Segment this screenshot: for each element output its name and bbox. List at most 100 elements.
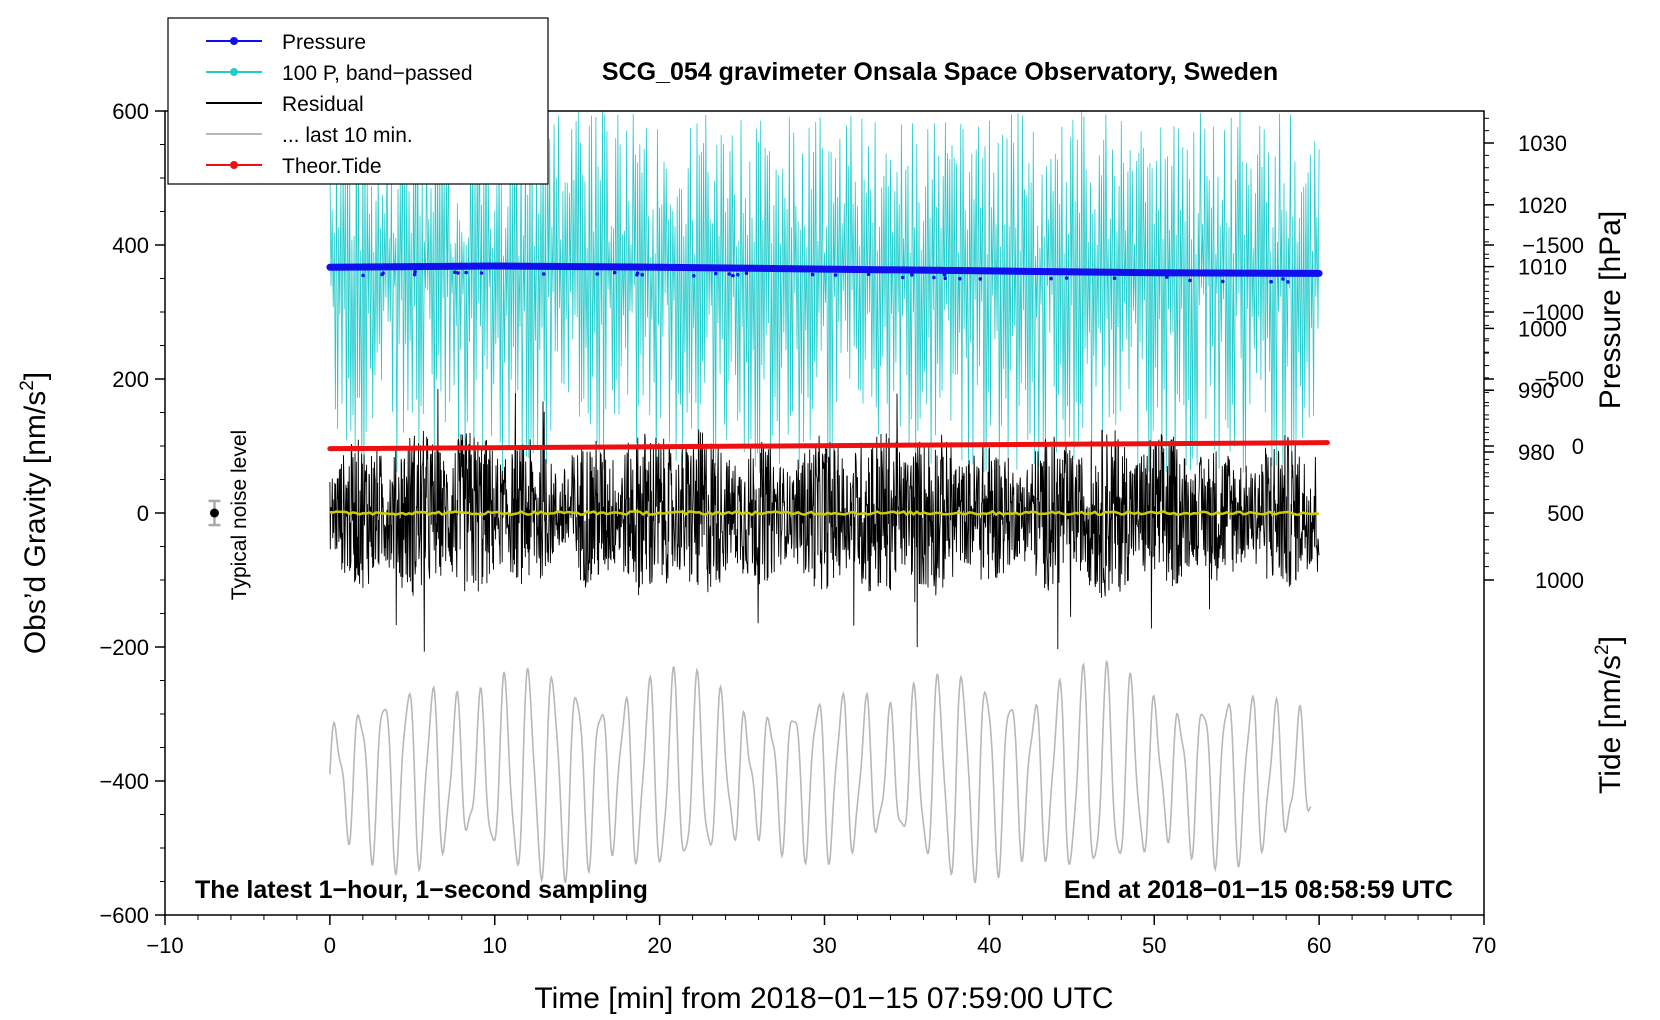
pressure-point <box>866 272 871 277</box>
pressure-point <box>932 275 936 280</box>
legend-item: Pressure <box>206 31 366 54</box>
pressure-point <box>713 271 718 276</box>
legend-item: 100 P, band−passed <box>206 62 473 85</box>
tide-tick-label: 500 <box>1547 501 1584 526</box>
pressure-tick-label: 1030 <box>1518 131 1567 156</box>
annotation-latest-hour: The latest 1−hour, 1−second sampling <box>195 876 648 904</box>
y-tick-label: −200 <box>99 635 149 660</box>
pressure-point <box>731 273 735 278</box>
pressure-axis-label: Pressure [hPa] <box>1594 211 1627 409</box>
series-pressure-line <box>326 262 1323 277</box>
x-tick-label: 30 <box>812 933 836 958</box>
y-tick-label: 200 <box>112 367 149 392</box>
pressure-point <box>1064 276 1069 280</box>
y-tick-label: 600 <box>112 99 149 124</box>
noise-bar-point <box>209 508 219 518</box>
pressure-point <box>978 277 983 281</box>
y-tick-label: −600 <box>99 903 149 928</box>
x-tick-label: 10 <box>483 933 507 958</box>
legend-label: Residual <box>282 93 364 116</box>
tide-tick-label: 1000 <box>1535 568 1584 593</box>
pressure-tick-label: 1000 <box>1518 316 1567 341</box>
pressure-tick-label: 990 <box>1518 378 1555 403</box>
pressure-point <box>612 270 617 275</box>
legend-box <box>167 17 549 185</box>
pressure-point <box>910 273 914 277</box>
pressure-point <box>361 273 365 278</box>
x-tick-label: 0 <box>324 933 336 958</box>
chart-title: SCG_054 gravimeter Onsala Space Observat… <box>602 58 1278 86</box>
x-tick-label: 20 <box>647 933 671 958</box>
y-axis-label: Obs’d Gravity [nm/s2] <box>17 372 52 654</box>
legend-item: Theor.Tide <box>206 155 382 178</box>
tide-tick-label: −500 <box>1534 367 1584 392</box>
legend-marker <box>230 37 238 45</box>
pressure-point <box>1281 277 1285 281</box>
pressure-tick-label: 1010 <box>1518 255 1567 280</box>
pressure-point <box>1049 276 1053 281</box>
pressure-point <box>692 274 696 278</box>
pressure-point <box>412 272 417 277</box>
annotation-noise-level: Typical noise level <box>228 430 251 600</box>
legend-marker <box>230 68 238 76</box>
x-tick-label: 50 <box>1142 933 1166 958</box>
pressure-point <box>727 272 732 276</box>
pressure-tick-label: 1020 <box>1518 193 1567 218</box>
pressure-point <box>958 276 962 281</box>
pressure-dots <box>361 270 1290 284</box>
x-tick-label: 60 <box>1307 933 1331 958</box>
ticks-layer: −10 0 10 20 30 40 50 60 70−600−400−2000200400600… <box>99 99 1584 958</box>
x-tick-label: 40 <box>977 933 1001 958</box>
pressure-point <box>479 271 484 275</box>
series-gravity-line <box>329 509 1320 517</box>
legend-label: Pressure <box>282 31 366 54</box>
pressure-point <box>464 270 469 275</box>
pressure-point <box>413 270 417 274</box>
pressure-point <box>635 271 640 276</box>
tide-axis-label: Tide [nm/s2] <box>1592 636 1627 794</box>
pressure-point <box>943 276 947 281</box>
annotation-end-time: End at 2018−01−15 08:58:59 UTC <box>1064 876 1453 904</box>
series-last-10-min-line <box>329 659 1312 884</box>
legend-label: Theor.Tide <box>282 155 382 178</box>
pressure-point <box>1188 278 1192 283</box>
pressure-point <box>453 270 457 275</box>
legend: Pressure 100 P, band−passed Residual ... la… <box>167 17 549 185</box>
legend-item: ... last 10 min. <box>206 124 413 147</box>
pressure-point <box>744 271 749 276</box>
pressure-point <box>810 272 815 277</box>
legend-marker <box>230 161 238 169</box>
x-tick-label: −10 <box>146 933 183 958</box>
series-bandpassed-line <box>329 111 1320 473</box>
y-tick-label: 400 <box>112 233 149 258</box>
tide-tick-label: 0 <box>1572 434 1584 459</box>
series-residual-line <box>329 388 1320 652</box>
tide-tick-label: −1500 <box>1522 233 1584 258</box>
series-theoretical-tide-line <box>327 440 1330 452</box>
pressure-point <box>1269 279 1273 284</box>
legend-item: Residual <box>206 93 364 116</box>
pressure-point <box>595 272 600 276</box>
legend-label: 100 P, band−passed <box>282 62 473 85</box>
tide-tick-label: −1000 <box>1522 300 1584 325</box>
x-axis-label: Time [min] from 2018−01−15 07:59:00 UTC <box>534 982 1113 1015</box>
pressure-point <box>900 275 905 280</box>
pressure-tick-label: 980 <box>1518 440 1555 465</box>
pressure-point <box>1286 280 1290 284</box>
pressure-point <box>456 271 460 275</box>
pressure-point <box>1165 275 1169 279</box>
pressure-point <box>380 272 384 277</box>
series-layer <box>208 111 1330 884</box>
pressure-point <box>640 273 644 277</box>
pressure-point <box>736 272 740 277</box>
x-tick-label: 70 <box>1472 933 1496 958</box>
pressure-point <box>833 273 838 277</box>
pressure-point <box>942 272 947 277</box>
legend-label: ... last 10 min. <box>282 124 413 147</box>
pressure-point <box>1220 279 1225 284</box>
pressure-point <box>1112 276 1117 281</box>
y-tick-label: 0 <box>137 501 149 526</box>
y-tick-label: −400 <box>99 769 149 794</box>
pressure-point <box>541 272 546 276</box>
